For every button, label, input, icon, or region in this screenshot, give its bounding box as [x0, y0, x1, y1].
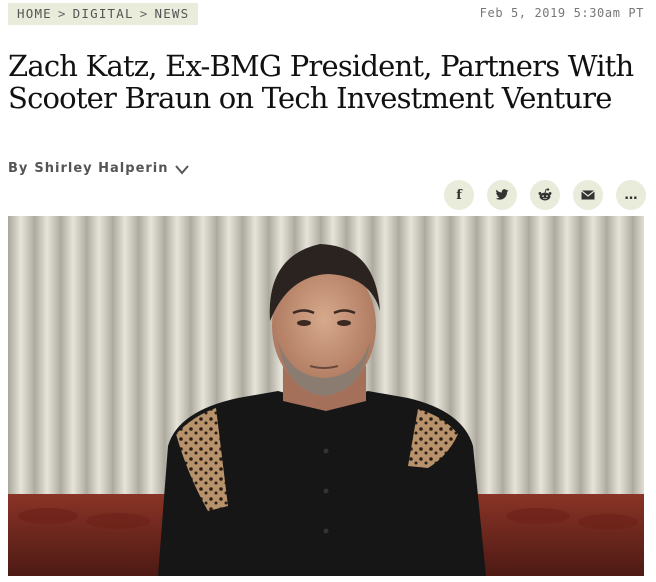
- email-share-button[interactable]: [573, 180, 603, 210]
- byline: By Shirley Halperin: [8, 161, 189, 176]
- twitter-icon: [495, 189, 509, 200]
- reddit-share-button[interactable]: [530, 180, 560, 210]
- breadcrumb-separator: >: [139, 6, 149, 21]
- hero-image: [8, 216, 644, 576]
- breadcrumb-separator: >: [57, 6, 67, 21]
- top-bar: HOME > DIGITAL > NEWS Feb 5, 2019 5:30am…: [0, 0, 656, 30]
- facebook-share-button[interactable]: f: [444, 180, 474, 210]
- share-bar: f …: [444, 180, 646, 210]
- reddit-icon: [538, 188, 552, 201]
- byline-prefix: By: [8, 161, 29, 176]
- facebook-icon: f: [456, 187, 462, 203]
- publish-date: Feb 5, 2019 5:30am PT: [479, 6, 644, 20]
- email-icon: [581, 190, 595, 200]
- hero-photo-illustration: [8, 216, 644, 576]
- chevron-down-icon[interactable]: [174, 164, 189, 175]
- more-share-button[interactable]: …: [616, 180, 646, 210]
- article-headline: Zach Katz, Ex-BMG President, Partners Wi…: [8, 49, 634, 115]
- breadcrumb-home[interactable]: HOME: [17, 6, 52, 21]
- twitter-share-button[interactable]: [487, 180, 517, 210]
- breadcrumb-digital[interactable]: DIGITAL: [72, 6, 134, 21]
- breadcrumb: HOME > DIGITAL > NEWS: [8, 3, 199, 25]
- more-icon: …: [624, 187, 638, 203]
- author-name[interactable]: Shirley Halperin: [34, 161, 169, 176]
- breadcrumb-news[interactable]: NEWS: [154, 6, 190, 21]
